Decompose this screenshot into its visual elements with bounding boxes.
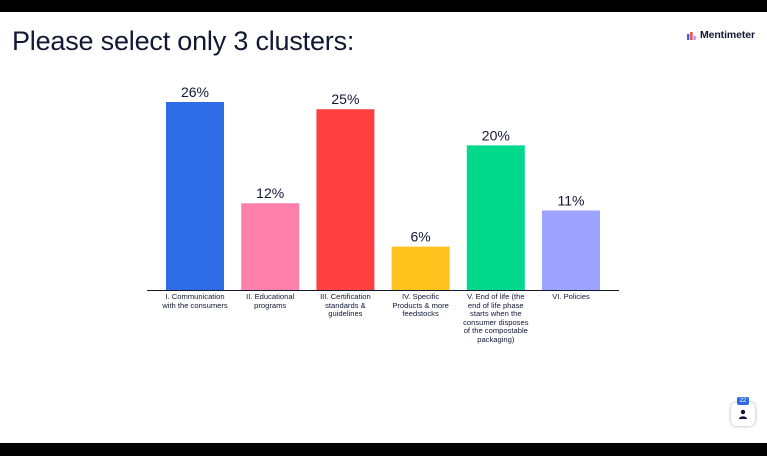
category-label-6: VI. Policies bbox=[552, 292, 590, 301]
bar-value-label-3: 25% bbox=[331, 91, 359, 107]
brand-logo: Mentimeter bbox=[686, 29, 755, 41]
bar-5 bbox=[466, 145, 525, 290]
category-label-3: III. Certification standards & guideline… bbox=[320, 292, 371, 319]
category-label-4: IV. Specific Products & more feedstocks bbox=[392, 292, 449, 319]
audience-count-badge: 22 bbox=[737, 397, 749, 405]
bar-1 bbox=[166, 102, 224, 290]
bar-2 bbox=[241, 203, 300, 290]
category-label-2: II. Educational programs bbox=[246, 292, 295, 310]
person-icon bbox=[739, 409, 747, 419]
bar-value-label-6: 11% bbox=[558, 192, 585, 208]
bar-value-label-1: 26% bbox=[181, 84, 209, 100]
slide: Please select only 3 clusters: Mentimete… bbox=[0, 12, 767, 443]
bar-value-label-4: 6% bbox=[410, 229, 430, 245]
bar-value-label-2: 12% bbox=[256, 185, 284, 201]
slide-title: Please select only 3 clusters: bbox=[12, 26, 355, 56]
bar-chart: 26% 12% 25% 6% 20% 11% bbox=[147, 84, 619, 291]
category-label-5: V. End of life (the end of life phase st… bbox=[463, 292, 529, 344]
bar-value-label-5: 20% bbox=[482, 127, 510, 143]
brand-name: Mentimeter bbox=[699, 29, 755, 41]
bar-chart-logo-icon bbox=[686, 31, 696, 40]
bar-6 bbox=[542, 210, 600, 290]
category-label-1: I. Communication with the consumers bbox=[162, 292, 228, 310]
audience-button[interactable]: 22 bbox=[731, 397, 755, 426]
bar-4 bbox=[391, 246, 450, 290]
bar-3 bbox=[316, 109, 375, 290]
